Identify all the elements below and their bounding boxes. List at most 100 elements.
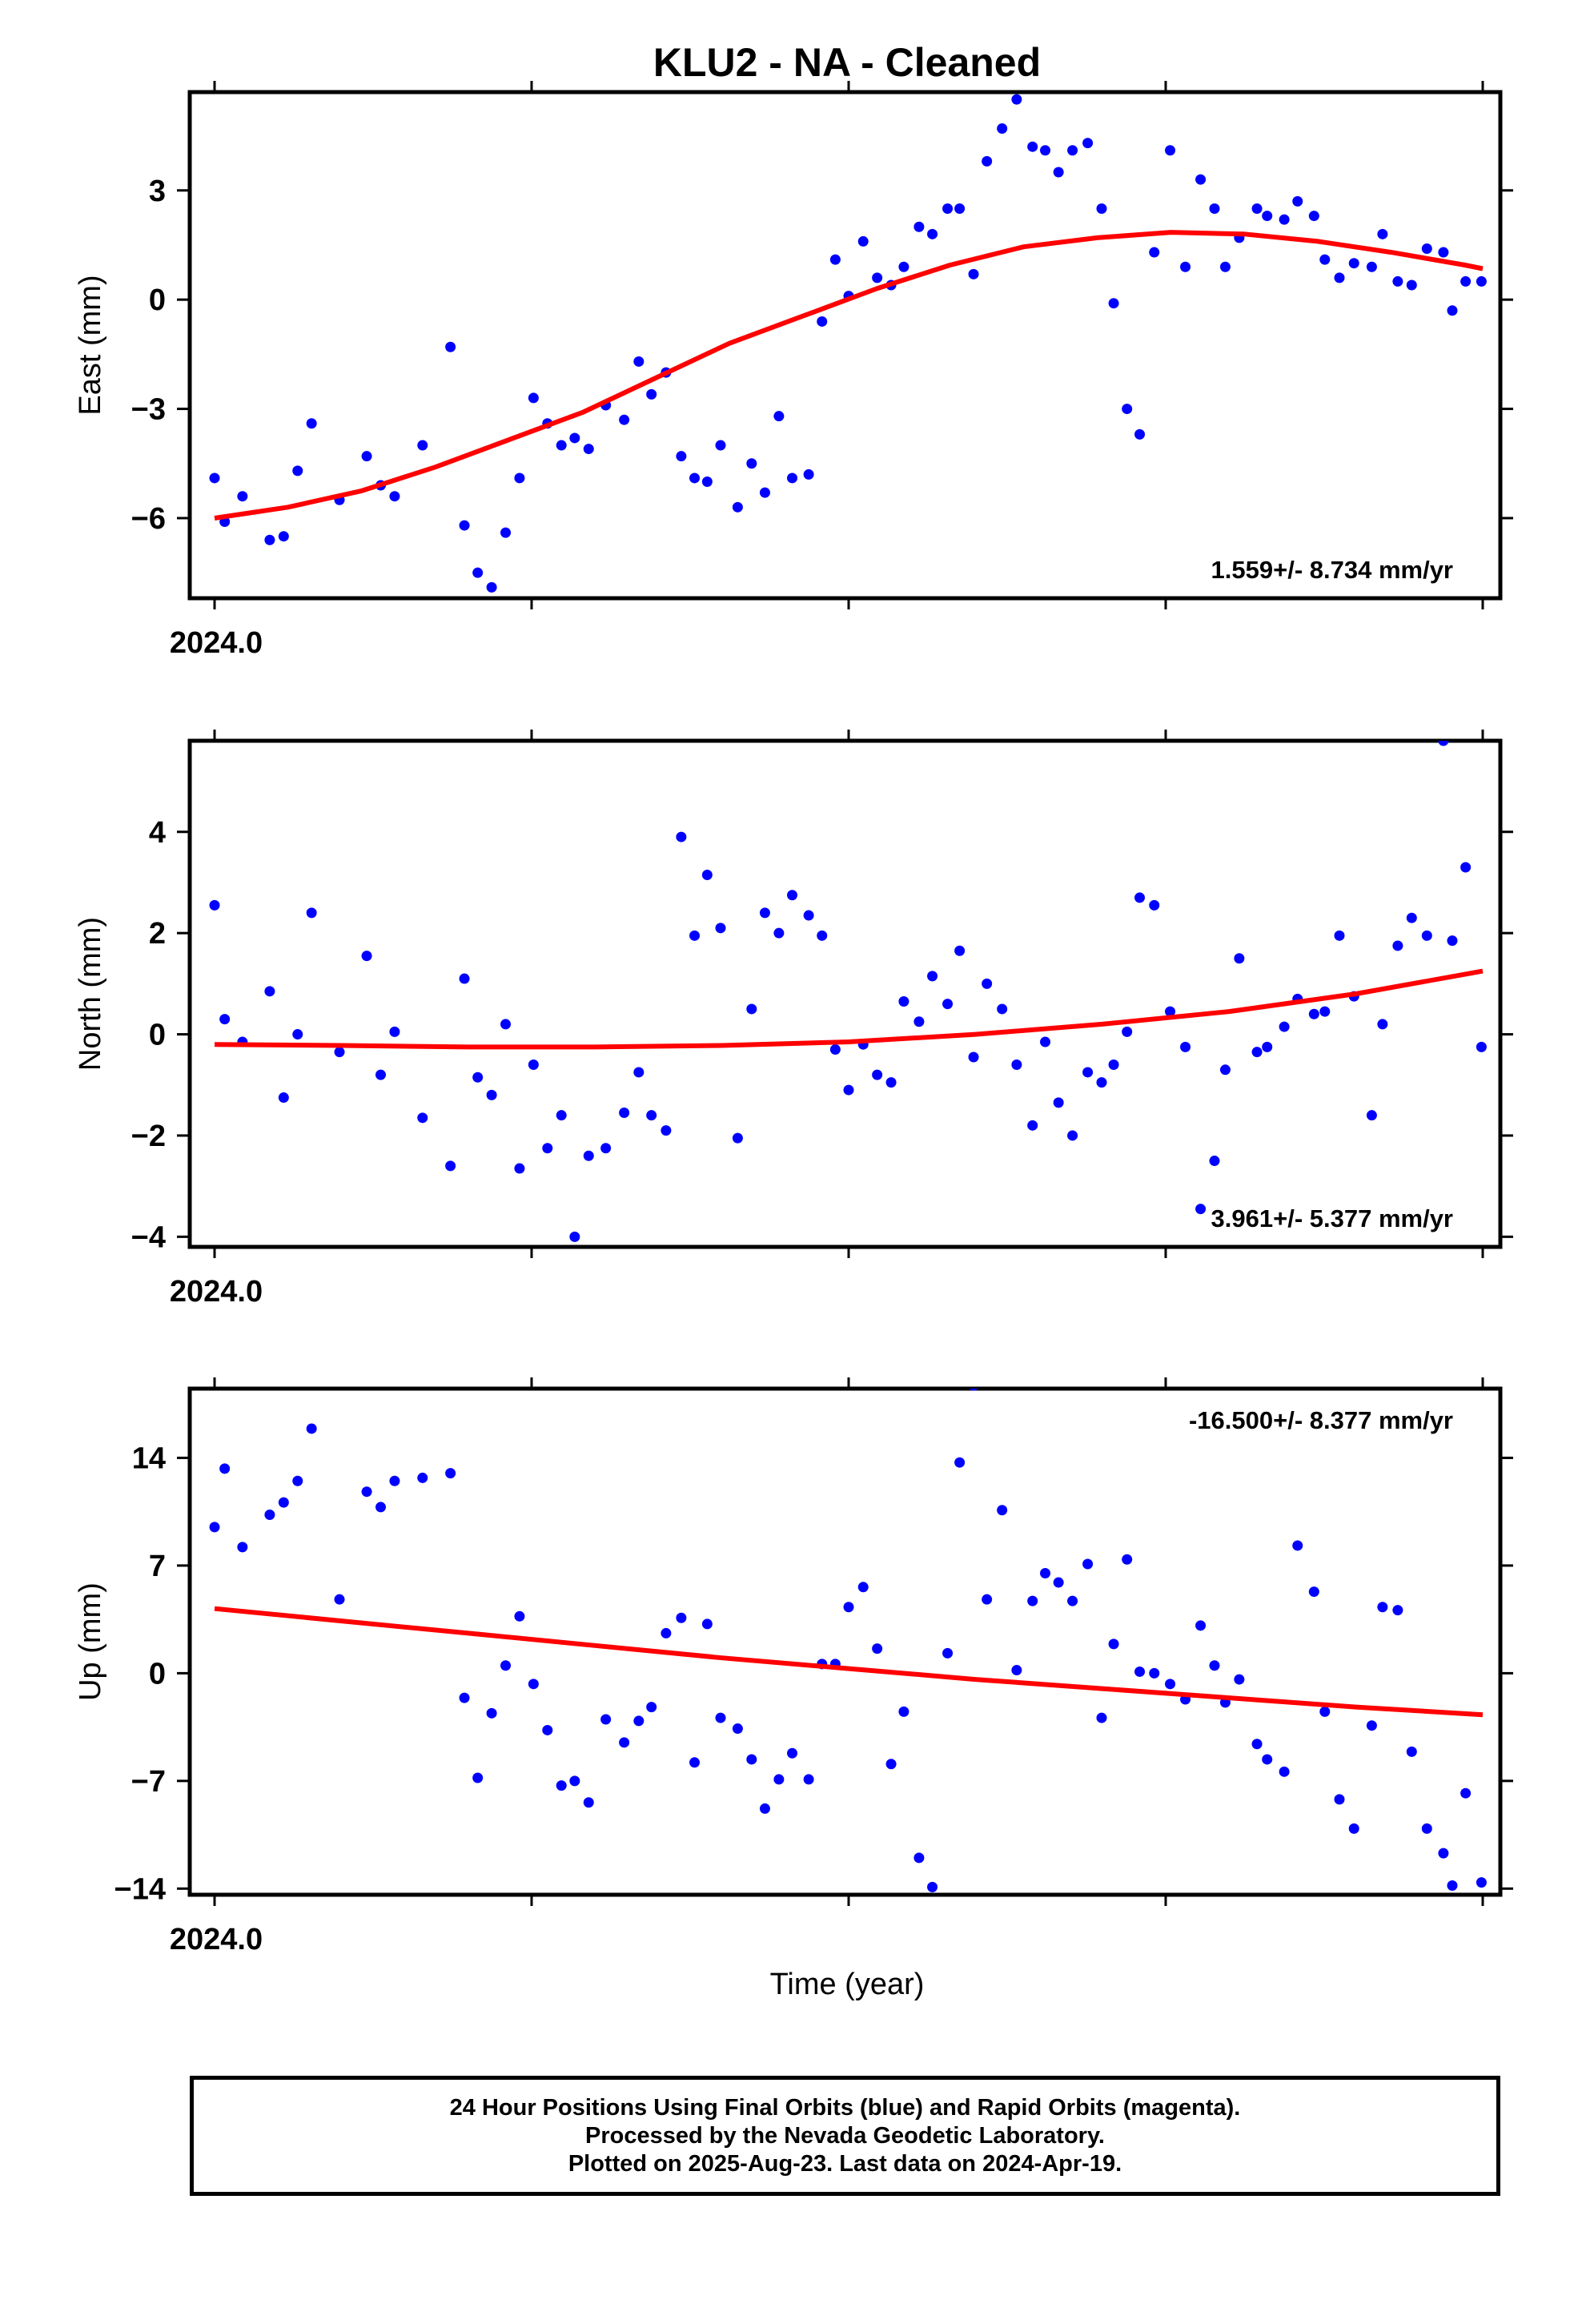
east-data-point [1067,145,1078,156]
north-data-point [1476,1041,1487,1052]
east-data-point [500,527,512,538]
east-data-point [569,432,580,444]
north-data-point [633,1067,644,1078]
up-data-point [927,1881,938,1892]
north-data-point [942,999,954,1010]
north-data-point [472,1072,484,1083]
north-data-point [843,1084,854,1096]
east-data-point [1096,203,1107,214]
north-data-point [278,1092,289,1104]
east-data-point [732,501,743,513]
east-data-point [1149,247,1160,258]
east-data-point [968,268,979,279]
footer-line-dates: Plotted on 2025-Aug-23. Last data on 202… [568,2150,1122,2177]
north-fit-curve [214,968,1484,1050]
up-data-point [1027,1595,1038,1606]
east-data-point [1165,145,1176,156]
east-data-point [209,472,220,484]
up-data-point [417,1472,428,1483]
up-data-point [1447,1880,1458,1891]
north-data-point [1027,1120,1038,1131]
east-data-point [701,476,713,488]
north-y-tick-label: −2 [131,1120,166,1153]
north-plot-frame [187,738,1503,1249]
up-data-point [1149,1667,1160,1679]
east-data-point [1366,261,1377,272]
east-data-point [264,534,275,545]
north-data-point [997,1003,1008,1015]
up-fit-curve [214,1606,1484,1718]
north-data-point [619,1108,630,1119]
east-data-point [1262,211,1273,222]
east-data-point [1219,261,1231,272]
north-data-point [817,930,828,941]
north-data-point [445,1160,456,1172]
north-data-point [982,978,993,989]
up-data-point [583,1797,594,1808]
north-data-point [1421,930,1432,941]
north-data-point [1082,1067,1094,1078]
up-data-point [209,1522,220,1533]
north-data-point [898,995,909,1007]
east-data-point [1209,203,1220,214]
up-data-point [773,1774,785,1785]
east-rate-label: 1.559+/- 8.734 mm/yr [1211,556,1453,584]
north-data-point [361,951,372,962]
up-data-point [759,1803,770,1814]
up-data-point [306,1423,317,1434]
north-data-point [829,1044,841,1055]
north-data-point [1308,1008,1319,1019]
up-data-point [1108,1638,1119,1650]
north-data-point [676,831,687,842]
north-data-point [968,1051,979,1063]
east-data-point [633,356,644,367]
up-data-point [676,1612,687,1623]
up-data-point [1377,1602,1388,1613]
north-data-point [1209,1156,1220,1167]
east-data-point [982,155,993,167]
east-panel: 2024.0 −6 −3 0 3 East (mm) 1.559+/- 8.734 mm/y… [74,81,1513,660]
north-data-point [759,907,770,919]
up-data-point [1292,1540,1303,1551]
up-data-point [997,1505,1008,1516]
east-data-point [1392,275,1403,287]
north-y-tick-label: −4 [131,1220,166,1254]
up-data-point [569,1775,580,1787]
north-data-point [306,907,317,919]
north-data-point [1067,1130,1078,1141]
footer-line-orbits: 24 Hour Positions Using Final Orbits (bl… [449,2094,1241,2121]
east-data-point [1292,195,1303,207]
up-data-point [219,1463,231,1474]
up-data-point [1334,1794,1345,1805]
north-data-point [872,1069,883,1080]
east-data-point [445,341,456,352]
east-data-point [1460,275,1472,287]
east-data-point [676,451,687,462]
north-data-point [732,1132,743,1144]
east-x-tick-label: 2024.0 [170,626,263,660]
east-data-point [1053,167,1064,178]
east-data-point [472,567,484,578]
east-data-point [1180,261,1191,272]
up-data-point [661,1627,672,1638]
up-data-point [715,1712,726,1723]
east-y-tick-label: −3 [131,393,166,427]
up-plot-frame [187,1386,1503,1897]
east-data-point [619,414,630,425]
up-data-point [264,1510,275,1521]
up-data-point [1476,1877,1487,1888]
east-data-point [278,531,289,542]
up-data-point [701,1618,713,1630]
north-data-point [1366,1110,1377,1121]
north-data-point [1251,1047,1263,1058]
footer-line-processor: Processed by the Nevada Geodetic Laborat… [585,2122,1105,2149]
north-data-point [542,1143,553,1154]
east-data-point [1334,272,1345,283]
east-plot-frame [187,90,1503,601]
north-data-point [1279,1021,1290,1032]
up-data-point [1392,1605,1403,1616]
up-panel: 2024.0−14 −7 0 7 14 Up (mm) -16.500+/- 8.377 m… [74,1377,1513,1956]
east-data-point [528,392,539,404]
east-y-axis-label: East (mm) [74,275,107,415]
